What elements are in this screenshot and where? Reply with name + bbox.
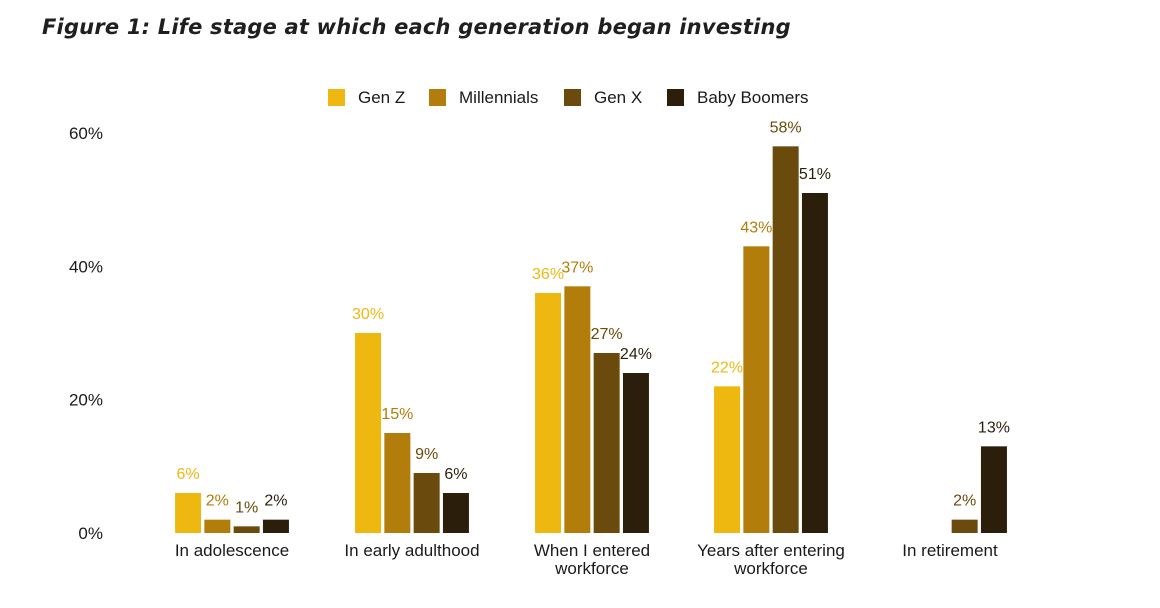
bars [175, 146, 1007, 534]
figure-title: Figure 1: Life stage at which each gener… [42, 15, 791, 39]
y-tick-label: 40% [69, 257, 103, 276]
bar-gen-x-in-adolescence [233, 526, 260, 533]
legend-swatch-gen-z [328, 89, 345, 106]
x-category-label: In retirement [902, 541, 998, 560]
legend-label-baby-boomers: Baby Boomers [697, 88, 809, 107]
y-tick-label: 0% [78, 524, 103, 543]
bar-baby-boomers-in-early-adulthood [442, 493, 469, 533]
data-label: 2% [264, 493, 287, 510]
data-label: 24% [620, 346, 652, 363]
legend-swatch-baby-boomers [667, 89, 684, 106]
x-category-label: Years after entering workforce [697, 541, 845, 578]
legend-swatch-gen-x [564, 89, 581, 106]
bar-baby-boomers-years-after-entering-workforce [801, 193, 828, 533]
bar-baby-boomers-in-adolescence [262, 519, 289, 533]
y-axis: 0% 20% 40% 60% [69, 124, 103, 543]
bar-gen-x-in-retirement [951, 519, 978, 533]
data-label: 2% [206, 493, 229, 510]
legend-label-gen-x: Gen X [594, 88, 642, 107]
x-category-label: In adolescence [175, 541, 289, 560]
data-label: 37% [561, 259, 593, 276]
y-tick-label: 60% [69, 124, 103, 143]
bar-gen-z-years-after-entering-workforce [714, 386, 741, 533]
bar-millennials-in-early-adulthood [384, 433, 411, 533]
bar-baby-boomers-when-i-entered-workforce [622, 373, 649, 533]
x-category-label: When I entered workforce [534, 541, 650, 578]
data-label: 43% [740, 219, 772, 236]
legend: Gen Z Millennials Gen X Baby Boomers [328, 88, 809, 107]
bar-gen-x-when-i-entered-workforce [593, 353, 620, 533]
data-label: 58% [770, 119, 802, 136]
bar-gen-z-in-early-adulthood [355, 333, 382, 533]
x-axis: In adolescence In early adulthood When I e… [175, 541, 998, 578]
data-label: 27% [591, 326, 623, 343]
data-label: 51% [799, 166, 831, 183]
legend-swatch-millennials [429, 89, 446, 106]
x-category-label: In early adulthood [344, 541, 479, 560]
bar-gen-z-when-i-entered-workforce [535, 293, 562, 533]
data-label: 6% [176, 466, 199, 483]
data-label: 6% [444, 466, 467, 483]
data-label: 2% [953, 493, 976, 510]
bar-baby-boomers-in-retirement [980, 446, 1007, 533]
data-labels: 6% 2% 1% 2% 30% 15% 9% 6% 36%37% 27% 24% 22% 43% 58% 5… [176, 119, 1009, 516]
legend-label-millennials: Millennials [459, 88, 538, 107]
data-label: 30% [352, 306, 384, 323]
bar-millennials-years-after-entering-workforce [743, 246, 770, 534]
bar-gen-z-in-adolescence [175, 493, 202, 533]
data-label: 9% [415, 446, 438, 463]
legend-label-gen-z: Gen Z [358, 88, 405, 107]
y-tick-label: 20% [69, 391, 103, 410]
bar-gen-x-in-early-adulthood [413, 473, 440, 533]
bar-millennials-when-i-entered-workforce [564, 286, 591, 533]
bar-gen-x-years-after-entering-workforce [772, 146, 799, 534]
data-label: 13% [978, 419, 1010, 436]
data-label: 22% [711, 359, 743, 376]
bar-millennials-in-adolescence [204, 519, 231, 533]
data-label: 15% [381, 406, 413, 423]
data-label: 1% [235, 499, 258, 516]
data-label: 36% [532, 266, 564, 283]
